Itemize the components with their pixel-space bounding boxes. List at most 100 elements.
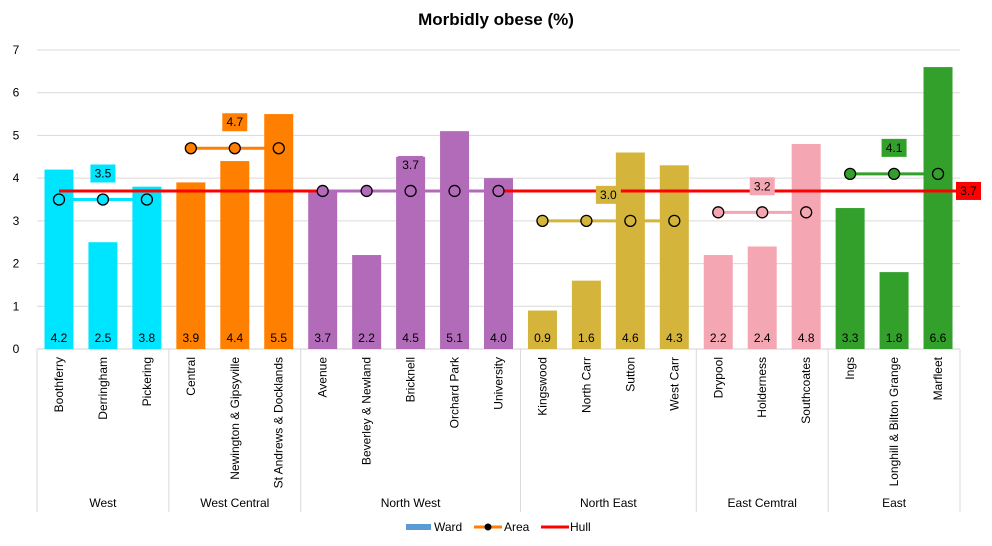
group-label: West xyxy=(89,496,117,510)
bar-newington-gipsyville xyxy=(220,161,250,349)
bar-longhill-bilton-grange xyxy=(879,272,909,349)
bar-value-label: 4.0 xyxy=(490,331,507,345)
area-marker xyxy=(536,214,549,228)
bar-value-label: 3.8 xyxy=(139,331,156,345)
x-tick-label: Southcoates xyxy=(799,357,813,424)
x-tick-label: Derringham xyxy=(96,357,110,420)
bar-avenue xyxy=(308,190,338,349)
x-tick-label: University xyxy=(492,357,506,410)
area-label-box xyxy=(398,155,424,174)
x-tick-label: Holderness xyxy=(755,357,769,418)
bar-value-label: 2.5 xyxy=(95,331,112,345)
x-tick-label: Marfleet xyxy=(931,356,945,400)
y-tick-label: 2 xyxy=(13,257,20,271)
x-tick-label: West Carr xyxy=(667,357,681,411)
x-tick-label: Ings xyxy=(843,357,857,380)
area-label-box xyxy=(595,185,621,204)
x-tick-label: Orchard Park xyxy=(448,356,462,428)
bar-pickering xyxy=(132,186,162,349)
bar-value-label: 4.6 xyxy=(622,331,639,345)
y-tick-label: 1 xyxy=(13,299,20,313)
legend-hull-label: Hull xyxy=(570,520,591,534)
area-label: 3.0 xyxy=(600,188,617,202)
x-tick-label: Longhill & Bilton Grange xyxy=(887,357,901,487)
area-marker xyxy=(448,184,461,198)
bar-value-label: 4.5 xyxy=(402,331,419,345)
bar-value-label: 6.6 xyxy=(930,331,947,345)
y-tick-label: 6 xyxy=(13,86,20,100)
area-marker xyxy=(316,184,329,198)
group-label: East Cemtral xyxy=(728,496,797,510)
area-label: 3.7 xyxy=(402,158,419,172)
area-marker xyxy=(624,214,637,228)
bar-southcoates xyxy=(791,143,821,349)
bar-drypool xyxy=(703,255,733,349)
area-marker xyxy=(404,184,417,198)
area-marker xyxy=(887,167,901,181)
legend-ward-label: Ward xyxy=(434,520,462,534)
x-tick-label: North Carr xyxy=(579,357,593,413)
area-marker xyxy=(360,184,373,198)
area-marker xyxy=(140,193,154,206)
y-tick-label: 5 xyxy=(13,128,20,142)
area-marker xyxy=(96,193,110,206)
area-marker xyxy=(52,193,66,206)
x-tick-label: Central xyxy=(184,357,198,396)
bar-value-label: 4.4 xyxy=(226,331,243,345)
bar-north-carr xyxy=(571,280,601,349)
bar-value-label: 3.7 xyxy=(314,331,331,345)
bar-west-carr xyxy=(659,165,689,349)
area-label-box xyxy=(749,177,775,196)
bar-beverley-newland xyxy=(352,255,382,349)
area-label: 3.5 xyxy=(95,167,112,181)
bar-value-label: 4.8 xyxy=(798,331,815,345)
y-tick-label: 0 xyxy=(13,342,20,356)
area-marker xyxy=(668,214,681,228)
bar-central xyxy=(176,182,206,349)
bar-derringham xyxy=(88,242,118,349)
y-tick-label: 7 xyxy=(13,43,20,57)
area-label-box xyxy=(881,138,907,157)
bar-marfleet xyxy=(923,67,953,349)
x-tick-label: St Andrews & Docklands xyxy=(272,357,286,488)
bar-sutton xyxy=(615,152,645,349)
bar-value-label: 3.9 xyxy=(182,331,199,345)
legend-ward-swatch xyxy=(406,524,431,530)
bar-value-label: 3.3 xyxy=(842,331,859,345)
group-label: East xyxy=(882,496,907,510)
legend-area-marker xyxy=(484,523,492,531)
area-label-box xyxy=(222,113,248,132)
bar-holderness xyxy=(747,246,777,349)
area-marker xyxy=(272,142,285,155)
area-marker xyxy=(712,206,725,219)
x-tick-label: Drypool xyxy=(711,357,725,398)
bar-orchard-park xyxy=(440,131,470,349)
group-label: North West xyxy=(381,496,441,510)
x-tick-label: Pickering xyxy=(140,357,154,406)
bar-ings xyxy=(835,208,865,349)
bar-kingswood xyxy=(527,310,557,349)
bar-university xyxy=(484,178,513,349)
group-label: North East xyxy=(580,496,637,510)
bar-value-label: 4.3 xyxy=(666,331,683,345)
area-marker xyxy=(184,142,197,155)
area-label: 4.7 xyxy=(226,115,243,129)
x-tick-label: Sutton xyxy=(623,357,637,392)
y-tick-label: 4 xyxy=(13,171,20,185)
group-label: West Central xyxy=(200,496,269,510)
x-tick-label: Beverley & Newland xyxy=(360,357,374,465)
bar-value-label: 2.2 xyxy=(710,331,727,345)
area-marker xyxy=(756,206,769,219)
x-tick-label: Avenue xyxy=(316,357,330,398)
area-marker xyxy=(228,142,241,155)
bar-value-label: 2.4 xyxy=(754,331,771,345)
hull-label-box xyxy=(956,181,981,200)
area-label: 3.2 xyxy=(754,179,771,193)
area-label: 4.1 xyxy=(886,141,903,155)
area-marker xyxy=(580,214,593,228)
area-marker xyxy=(931,167,945,181)
x-tick-label: Kingswood xyxy=(535,357,549,416)
bar-value-label: 4.2 xyxy=(51,331,68,345)
